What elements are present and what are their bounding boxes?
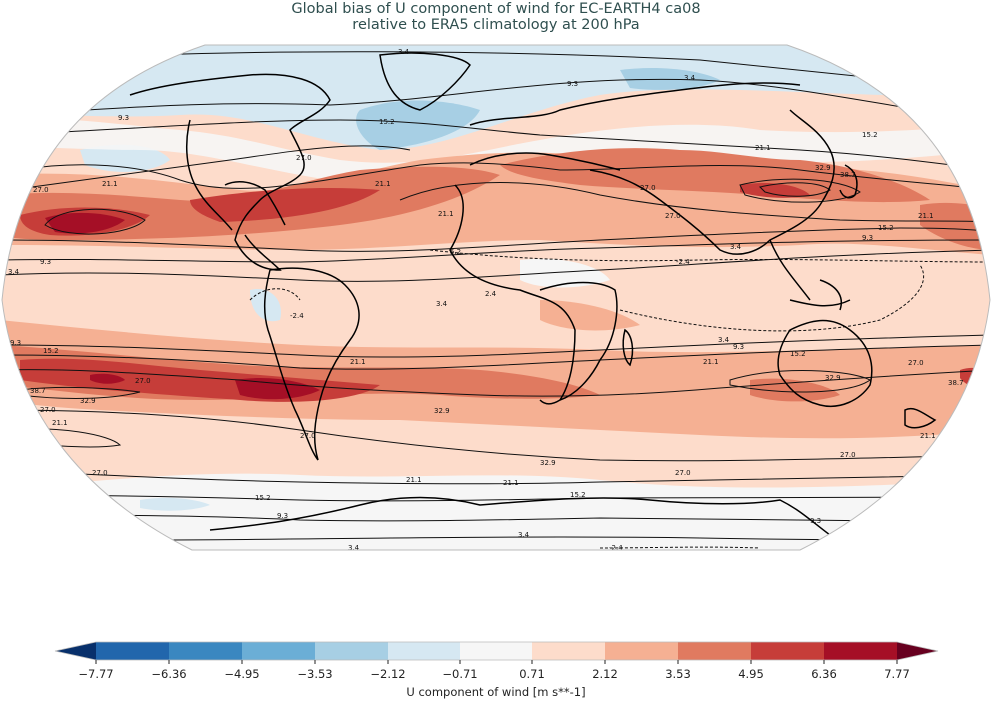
svg-text:21.1: 21.1: [438, 210, 454, 218]
tick-label: −0.71: [442, 667, 477, 681]
svg-text:27.0: 27.0: [665, 212, 681, 220]
svg-text:9.3: 9.3: [10, 339, 21, 347]
svg-text:9.3: 9.3: [118, 114, 129, 122]
svg-text:32.9: 32.9: [825, 374, 841, 382]
svg-text:21.1: 21.1: [375, 180, 391, 188]
svg-text:32.9: 32.9: [80, 397, 96, 405]
svg-text:21.1: 21.1: [703, 358, 719, 366]
tick-label: −6.36: [151, 667, 186, 681]
svg-text:3.4: 3.4: [8, 268, 20, 276]
svg-text:38.7: 38.7: [948, 379, 964, 387]
svg-text:27.0: 27.0: [92, 469, 108, 477]
svg-text:9.3: 9.3: [810, 517, 821, 525]
svg-text:27.0: 27.0: [296, 154, 312, 162]
svg-text:27.0: 27.0: [300, 432, 316, 440]
chart-title: Global bias of U component of wind for E…: [0, 1, 992, 33]
tick-label: 6.36: [811, 667, 837, 681]
tick-label: −2.12: [370, 667, 405, 681]
tick-label: 0.71: [519, 667, 545, 681]
svg-text:15.2: 15.2: [43, 347, 59, 355]
colorbar-tick-marks: [95, 660, 898, 664]
tick-label: −3.53: [297, 667, 332, 681]
svg-text:32.9: 32.9: [815, 164, 831, 172]
svg-text:27.0: 27.0: [908, 359, 924, 367]
svg-text:-2.4: -2.4: [676, 258, 690, 266]
svg-text:27.0: 27.0: [33, 186, 49, 194]
bias-field: [2, 45, 990, 550]
svg-text:27.0: 27.0: [135, 377, 151, 385]
svg-text:15.2: 15.2: [862, 131, 878, 139]
svg-text:9.3: 9.3: [862, 234, 873, 242]
svg-text:27.0: 27.0: [840, 451, 856, 459]
svg-text:3.4: 3.4: [718, 336, 730, 344]
svg-text:32.9: 32.9: [434, 407, 450, 415]
svg-text:32.9: 32.9: [540, 459, 556, 467]
svg-text:3.4: 3.4: [436, 300, 448, 308]
svg-text:5.2: 5.2: [450, 248, 461, 256]
tick-label: 3.53: [665, 667, 691, 681]
svg-text:9.3: 9.3: [733, 343, 744, 351]
svg-text:15.2: 15.2: [570, 491, 586, 499]
contour-labels: 3.4 9.3 3.4 9.3 15.2 27.0 27.0 21.1 21.1…: [8, 48, 964, 552]
tick-label: 4.95: [738, 667, 764, 681]
svg-text:2.4: 2.4: [485, 290, 497, 298]
colorbar-tick-labels: −7.77 −6.36 −4.95 −3.53 −2.12 −0.71 0.71…: [78, 667, 909, 681]
svg-text:-2.4: -2.4: [290, 312, 304, 320]
svg-text:15.2: 15.2: [790, 350, 806, 358]
svg-text:3.4: 3.4: [518, 531, 530, 539]
svg-text:21.1: 21.1: [503, 479, 519, 487]
coastlines: [129, 52, 937, 536]
svg-text:21.1: 21.1: [920, 432, 936, 440]
svg-text:3.4: 3.4: [348, 544, 360, 552]
svg-text:3.4: 3.4: [684, 74, 696, 82]
climatology-contours: [2, 51, 990, 549]
svg-text:9.3: 9.3: [567, 80, 578, 88]
svg-text:27.0: 27.0: [40, 406, 56, 414]
svg-text:21.1: 21.1: [918, 212, 934, 220]
colorbar-label: U component of wind [m s**-1]: [406, 685, 585, 699]
svg-text:21.1: 21.1: [755, 144, 771, 152]
svg-text:15.2: 15.2: [878, 224, 894, 232]
chart-title-line2: relative to ERA5 climatology at 200 hPa: [352, 17, 640, 33]
tick-label: 7.77: [884, 667, 910, 681]
svg-text:21.1: 21.1: [52, 419, 68, 427]
svg-text:21.1: 21.1: [102, 180, 118, 188]
tick-label: −7.77: [78, 667, 113, 681]
svg-text:9.3: 9.3: [40, 258, 51, 266]
svg-text:3.4: 3.4: [398, 48, 410, 56]
tick-label: 2.12: [592, 667, 618, 681]
svg-text:15.2: 15.2: [379, 118, 395, 126]
svg-text:21.1: 21.1: [406, 476, 422, 484]
svg-text:21.1: 21.1: [350, 358, 366, 366]
map-plot: 3.4 9.3 3.4 9.3 15.2 27.0 27.0 21.1 21.1…: [1, 44, 991, 552]
chart-title-line1: Global bias of U component of wind for E…: [291, 1, 701, 17]
colorbar-segments: [54, 641, 939, 661]
svg-text:3.4: 3.4: [730, 243, 742, 251]
svg-text:27.0: 27.0: [675, 469, 691, 477]
globe-outline: [1, 44, 991, 551]
svg-text:9.3: 9.3: [277, 512, 288, 520]
svg-text:38.7: 38.7: [840, 171, 856, 179]
svg-text:38.7: 38.7: [30, 387, 46, 395]
svg-text:27.0: 27.0: [640, 184, 656, 192]
svg-text:15.2: 15.2: [255, 494, 271, 502]
svg-text:-2.4: -2.4: [609, 544, 623, 552]
tick-label: −4.95: [224, 667, 259, 681]
